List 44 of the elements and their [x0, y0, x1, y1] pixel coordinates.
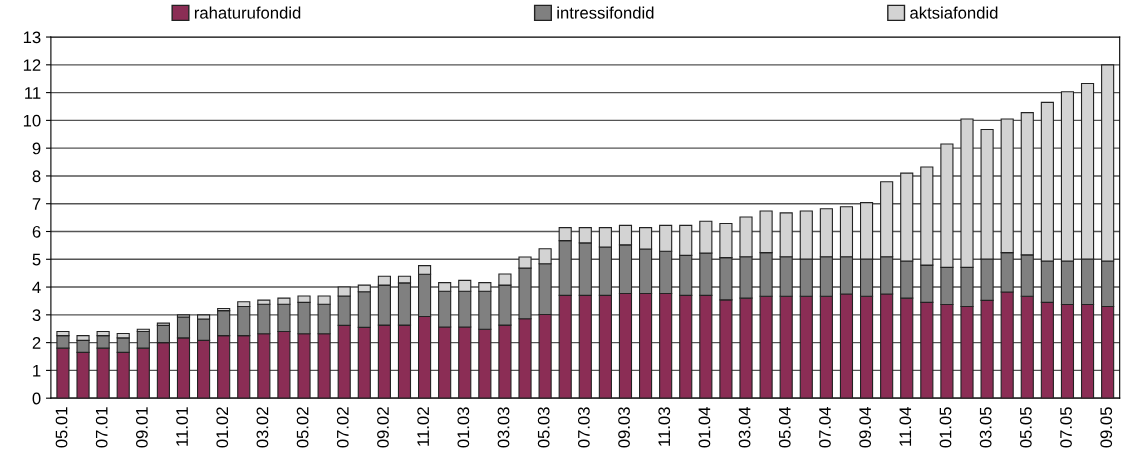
x-tick-label: 03.05	[979, 407, 992, 448]
y-tick-label: 9	[32, 142, 41, 155]
y-tick-label: 13	[23, 31, 41, 44]
x-tick-label: 07.02	[336, 407, 349, 448]
x-tick-label: 11.04	[899, 407, 912, 446]
y-tick-label: 7	[32, 198, 41, 210]
x-tick-label: 11.02	[417, 407, 430, 446]
legend-label: rahaturufondid	[194, 6, 301, 19]
y-tick-label: 8	[32, 170, 41, 183]
x-tick-label: 05.03	[537, 407, 550, 448]
y-tick-label: 3	[32, 309, 41, 322]
y-tick-label: 5	[32, 253, 41, 266]
x-tick-label: 03.04	[738, 407, 751, 448]
y-tick-label: 1	[33, 364, 41, 377]
x-tick-label: 09.03	[618, 407, 630, 448]
x-tick-label: 11.03	[658, 407, 671, 446]
x-tick-label: 03.02	[256, 407, 269, 448]
x-tick-label: 09.04	[859, 407, 872, 448]
x-tick-label: 05.02	[296, 407, 309, 448]
y-tick-label: 2	[32, 337, 41, 349]
x-tick-label: 09.01	[135, 407, 148, 448]
x-tick-label: 09.02	[377, 407, 389, 448]
y-tick-label: 12	[23, 59, 41, 71]
x-tick-label: 01.05	[939, 407, 952, 448]
x-tick-label: 01.02	[216, 407, 229, 448]
y-tick-label: 6	[32, 225, 41, 238]
x-tick-label: 07.04	[819, 407, 831, 448]
x-tick-label: 05.01	[55, 407, 68, 448]
legend-label: aktsiafondid	[910, 6, 998, 19]
x-tick-label: 07.05	[1060, 407, 1072, 448]
y-tick-label: 11	[25, 87, 41, 99]
x-tick-label: 07.01	[95, 407, 108, 448]
x-tick-label: 03.03	[497, 407, 510, 448]
x-tick-label: 01.04	[698, 407, 711, 448]
y-tick-label: 0	[32, 392, 41, 405]
y-tick-label: 10	[23, 114, 41, 127]
x-tick-label: 01.03	[457, 407, 470, 448]
x-tick-label: 07.03	[577, 407, 590, 448]
legend-label: intressifondid	[557, 6, 654, 19]
x-tick-label: 09.05	[1100, 407, 1113, 448]
y-tick-label: 4	[32, 281, 41, 294]
x-tick-label: 05.04	[778, 407, 791, 448]
x-tick-label: 11.01	[176, 407, 188, 446]
x-tick-label: 05.05	[1019, 407, 1032, 448]
